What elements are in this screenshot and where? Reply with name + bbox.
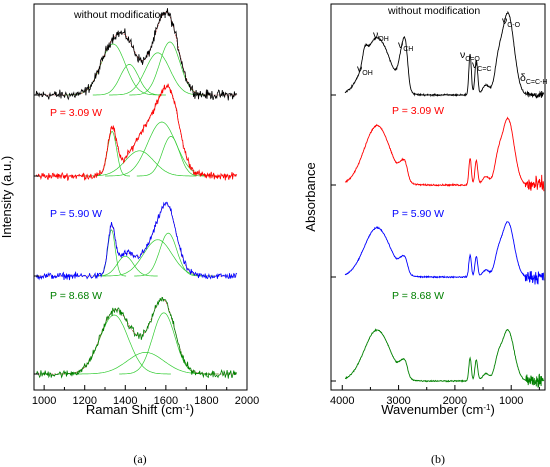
band-labels: νOH νOH νCH νC=O νC=C νC-O δC=C-H — [357, 15, 547, 86]
panel-a-x-tick-label: 2000 — [235, 395, 259, 407]
panel-a-x-tick-label: 1400 — [113, 395, 137, 407]
panel-a-label-without-modification: without modification — [73, 9, 166, 21]
panel-a-x-tick-label: 1000 — [32, 395, 56, 407]
panel-a: 1000 1200 1400 1600 1800 2000 Intensity (a.u.… — [0, 3, 259, 466]
panel-a-fit-peak — [72, 352, 219, 375]
panel-a-label-8-68: P = 8.68 W — [50, 290, 102, 302]
panel-b-label-5-90: P = 5.90 W — [392, 208, 444, 220]
panel-b-label-8-68: P = 8.68 W — [392, 290, 444, 302]
panel-b: 4000 3000 2000 1000 Absorbance Wavenumber (… — [303, 3, 547, 466]
panel-a-fit-peak — [109, 52, 207, 96]
panel-a-x-tick-label: 1800 — [194, 395, 218, 407]
panel-a-cumulative-fit — [36, 298, 237, 375]
panel-a-x-axis-label: Raman Shift (cm-1) — [86, 402, 194, 417]
panel-a-x-tick-label: 1200 — [72, 395, 96, 407]
panel-b-spectra — [344, 10, 545, 388]
panel-a-fit-peak — [82, 150, 197, 177]
panel-b-x-tick-label: 4000 — [330, 395, 354, 407]
panel-a-cumulative-fit — [36, 203, 237, 277]
panel-b-spectrum-line — [344, 221, 545, 285]
band-label-vco: νC=O — [460, 49, 480, 63]
panel-b-x-tick-label: 1000 — [499, 395, 523, 407]
panel-a-spectrum-line — [35, 83, 238, 181]
panel-b-spectrum-line — [344, 328, 545, 388]
panel-b-label-3-09: P = 3.09 W — [392, 105, 444, 117]
panel-a-spectrum-line — [35, 296, 237, 379]
band-label-voh-2: νOH — [373, 29, 389, 43]
band-label-voh-1: νOH — [357, 63, 373, 77]
panel-a-fit-peak — [92, 255, 158, 277]
band-label-vc-o: νC-O — [502, 15, 521, 29]
panel-a-fit-peak — [129, 41, 211, 96]
band-label-vch: νCH — [398, 39, 413, 53]
panel-a-fit-curves — [36, 11, 237, 375]
panel-b-frame — [330, 3, 546, 391]
panel-a-fit-peak — [92, 64, 166, 96]
panel-a-frame — [33, 3, 248, 391]
panel-a-cumulative-fit — [36, 11, 237, 96]
panel-a-spectra — [35, 8, 238, 379]
panel-a-cumulative-fit — [36, 85, 237, 177]
panel-a-spectrum-line — [35, 8, 238, 101]
panel-a-fit-peak — [96, 229, 127, 277]
panel-a-x-tick-label: 1600 — [154, 395, 178, 407]
panel-b-spectrum-line — [344, 10, 545, 99]
panel-a-caption: (a) — [133, 452, 146, 466]
panel-b-spectrum-line — [344, 116, 545, 192]
panel-a-fit-peak — [100, 239, 215, 277]
panel-a-fit-peak — [94, 130, 130, 177]
panel-b-y-axis-label: Absorbance — [303, 162, 318, 231]
panel-b-x-axis: 4000 3000 2000 1000 — [330, 94, 540, 407]
panel-b-x-tick-label: 3000 — [386, 395, 410, 407]
panel-b-x-axis-label: Wavenumber (cm-1) — [381, 402, 495, 417]
panel-a-fit-peak — [119, 312, 209, 375]
panel-a-spectrum-line — [35, 201, 238, 281]
panel-a-label-5-90: P = 5.90 W — [50, 208, 102, 220]
panel-b-label-without-modification: without modification — [387, 5, 480, 17]
band-label-vcc: νC=C — [472, 59, 491, 73]
panel-a-fit-peak — [136, 136, 205, 177]
panel-a-label-3-09: P = 3.09 W — [50, 107, 102, 119]
panel-a-x-axis: 1000 1200 1400 1600 1800 2000 — [32, 94, 259, 407]
band-label-dcch: δC=C-H — [520, 72, 547, 86]
panel-a-fit-peak — [134, 232, 203, 277]
panel-b-caption: (b) — [431, 452, 445, 466]
panel-a-fit-peak — [57, 314, 171, 375]
panel-a-y-axis-label: Intensity (a.u.) — [0, 156, 14, 238]
panel-b-x-tick-label: 2000 — [443, 395, 467, 407]
panel-a-fit-peak — [105, 121, 219, 177]
